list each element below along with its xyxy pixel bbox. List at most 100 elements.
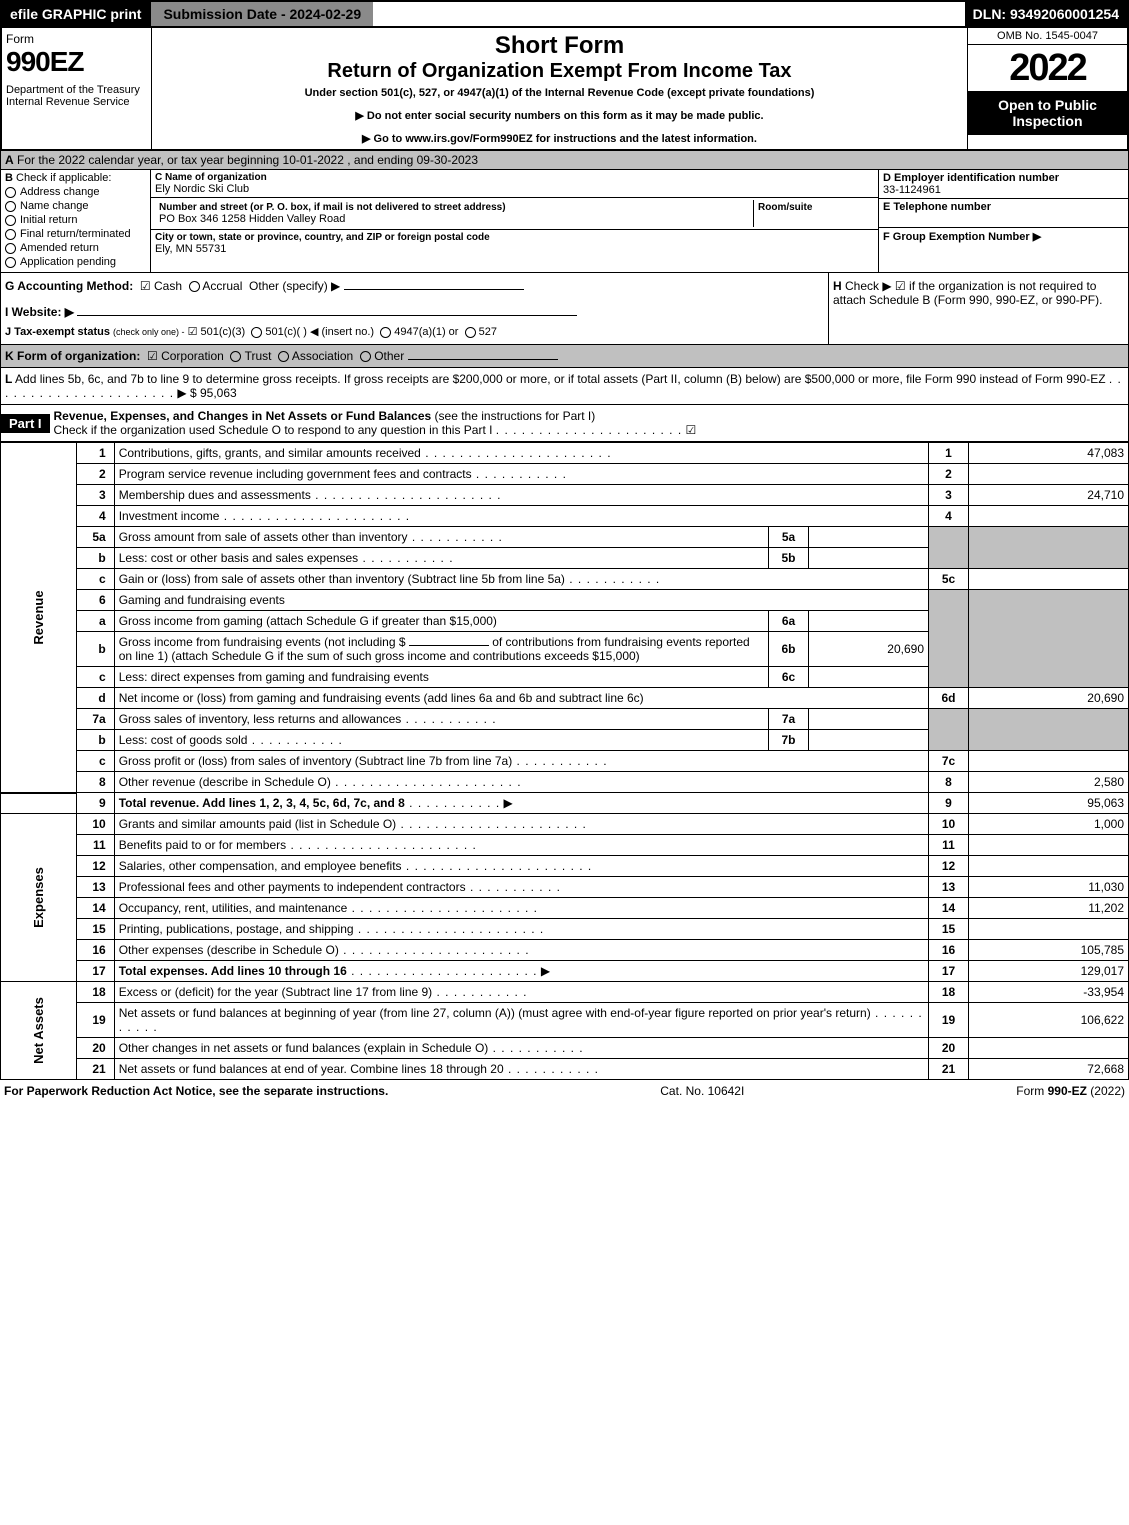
desc-6a: Gross income from gaming (attach Schedul… <box>114 611 768 632</box>
num-6d: 6d <box>929 688 969 709</box>
header-left: Form 990EZ Department of the Treasury In… <box>2 28 152 149</box>
num-16: 16 <box>929 940 969 961</box>
sub-ln-6a: 6a <box>769 611 809 632</box>
efile-label: efile GRAPHIC print <box>2 2 149 26</box>
num-5c: 5c <box>929 569 969 590</box>
shaded-6v <box>969 590 1129 688</box>
part-1-label: Part I <box>1 414 50 433</box>
num-3: 3 <box>929 485 969 506</box>
other-specify-line[interactable] <box>344 289 524 290</box>
desc-1: Contributions, gifts, grants, and simila… <box>114 443 928 464</box>
column-c: C Name of organization Ely Nordic Ski Cl… <box>151 170 878 272</box>
val-6d: 20,690 <box>969 688 1129 709</box>
ln-18: 18 <box>76 982 114 1003</box>
form-number: 990EZ <box>6 46 147 78</box>
sub-val-7a <box>809 709 929 730</box>
desc-17: Total expenses. Add lines 10 through 16 … <box>114 961 928 982</box>
checkbox-other-org[interactable] <box>360 351 371 362</box>
tax-exempt-label: J Tax-exempt status <box>5 326 110 338</box>
checkbox-501c[interactable] <box>251 327 262 338</box>
checkbox-accrual[interactable] <box>189 281 200 292</box>
column-d: D Employer identification number 33-1124… <box>878 170 1128 272</box>
val-21: 72,668 <box>969 1059 1129 1080</box>
checkbox-4947[interactable] <box>380 327 391 338</box>
sub-ln-7b: 7b <box>769 730 809 751</box>
other-org-line[interactable] <box>408 359 558 360</box>
cash-label: Cash <box>154 279 182 293</box>
part-1-header-row: Part I Revenue, Expenses, and Changes in… <box>0 405 1129 442</box>
line-table: Revenue 1 Contributions, gifts, grants, … <box>0 442 1129 1080</box>
header-center: Short Form Return of Organization Exempt… <box>152 28 967 149</box>
val-3: 24,710 <box>969 485 1129 506</box>
revenue-side-label: Revenue <box>1 443 77 793</box>
group-exemption-label: F Group Exemption Number ▶ <box>883 230 1124 243</box>
desc-18: Excess or (deficit) for the year (Subtra… <box>114 982 928 1003</box>
ln-6a: a <box>76 611 114 632</box>
h-text1: Check ▶ <box>845 279 892 293</box>
row-a-label: A <box>5 153 14 167</box>
shaded-5v <box>969 527 1129 569</box>
instruction-2: ▶ Go to www.irs.gov/Form990EZ for instru… <box>156 132 963 145</box>
num-18: 18 <box>929 982 969 1003</box>
checkbox-initial-return[interactable] <box>5 215 16 226</box>
website-line[interactable] <box>77 315 577 316</box>
sub-val-6c <box>809 667 929 688</box>
num-11: 11 <box>929 835 969 856</box>
ln-5c: c <box>76 569 114 590</box>
accounting-method-label: G Accounting Method: <box>5 279 133 293</box>
checkbox-name-change[interactable] <box>5 201 16 212</box>
checkbox-final-return[interactable] <box>5 229 16 240</box>
num-13: 13 <box>929 877 969 898</box>
checkbox-address-change[interactable] <box>5 187 16 198</box>
inspection-label: Open to Public Inspection <box>968 91 1127 135</box>
ln-19: 19 <box>76 1003 114 1038</box>
desc-11: Benefits paid to or for members <box>114 835 928 856</box>
val-11 <box>969 835 1129 856</box>
sub-ln-6b: 6b <box>769 632 809 667</box>
desc-5c: Gain or (loss) from sale of assets other… <box>114 569 928 590</box>
chk-final-return: Final return/terminated <box>20 228 131 240</box>
instruction-1: ▶ Do not enter social security numbers o… <box>156 109 963 122</box>
short-form-title: Short Form <box>156 32 963 60</box>
org-name-label: C Name of organization <box>155 172 874 183</box>
top-bar: efile GRAPHIC print Submission Date - 20… <box>0 0 1129 28</box>
num-8: 8 <box>929 772 969 793</box>
desc-12: Salaries, other compensation, and employ… <box>114 856 928 877</box>
val-20 <box>969 1038 1129 1059</box>
val-5c <box>969 569 1129 590</box>
checkbox-amended-return[interactable] <box>5 243 16 254</box>
ln-3: 3 <box>76 485 114 506</box>
val-19: 106,622 <box>969 1003 1129 1038</box>
ln-1: 1 <box>76 443 114 464</box>
6b-blank[interactable] <box>409 645 489 646</box>
tax-year: 2022 <box>968 45 1127 91</box>
ln-20: 20 <box>76 1038 114 1059</box>
sub-ln-7a: 7a <box>769 709 809 730</box>
shaded-6 <box>929 590 969 688</box>
part-1-check-line: Check if the organization used Schedule … <box>54 423 493 437</box>
desc-7a: Gross sales of inventory, less returns a… <box>114 709 768 730</box>
desc-20: Other changes in net assets or fund bala… <box>114 1038 928 1059</box>
shaded-5 <box>929 527 969 569</box>
room-label: Room/suite <box>758 202 870 213</box>
trust-label: Trust <box>245 349 272 363</box>
desc-21: Net assets or fund balances at end of ye… <box>114 1059 928 1080</box>
val-15 <box>969 919 1129 940</box>
val-12 <box>969 856 1129 877</box>
ln-8: 8 <box>76 772 114 793</box>
checkbox-trust[interactable] <box>230 351 241 362</box>
desc-6b: Gross income from fundraising events (no… <box>114 632 768 667</box>
desc-7c: Gross profit or (loss) from sales of inv… <box>114 751 928 772</box>
ln-15: 15 <box>76 919 114 940</box>
sub-val-5b <box>809 548 929 569</box>
checkbox-application-pending[interactable] <box>5 257 16 268</box>
ln-5a: 5a <box>76 527 114 548</box>
department-label: Department of the Treasury Internal Reve… <box>6 84 147 108</box>
checkbox-527[interactable] <box>465 327 476 338</box>
ln-12: 12 <box>76 856 114 877</box>
val-1: 47,083 <box>969 443 1129 464</box>
val-10: 1,000 <box>969 814 1129 835</box>
desc-5a: Gross amount from sale of assets other t… <box>114 527 768 548</box>
num-17: 17 <box>929 961 969 982</box>
checkbox-association[interactable] <box>278 351 289 362</box>
